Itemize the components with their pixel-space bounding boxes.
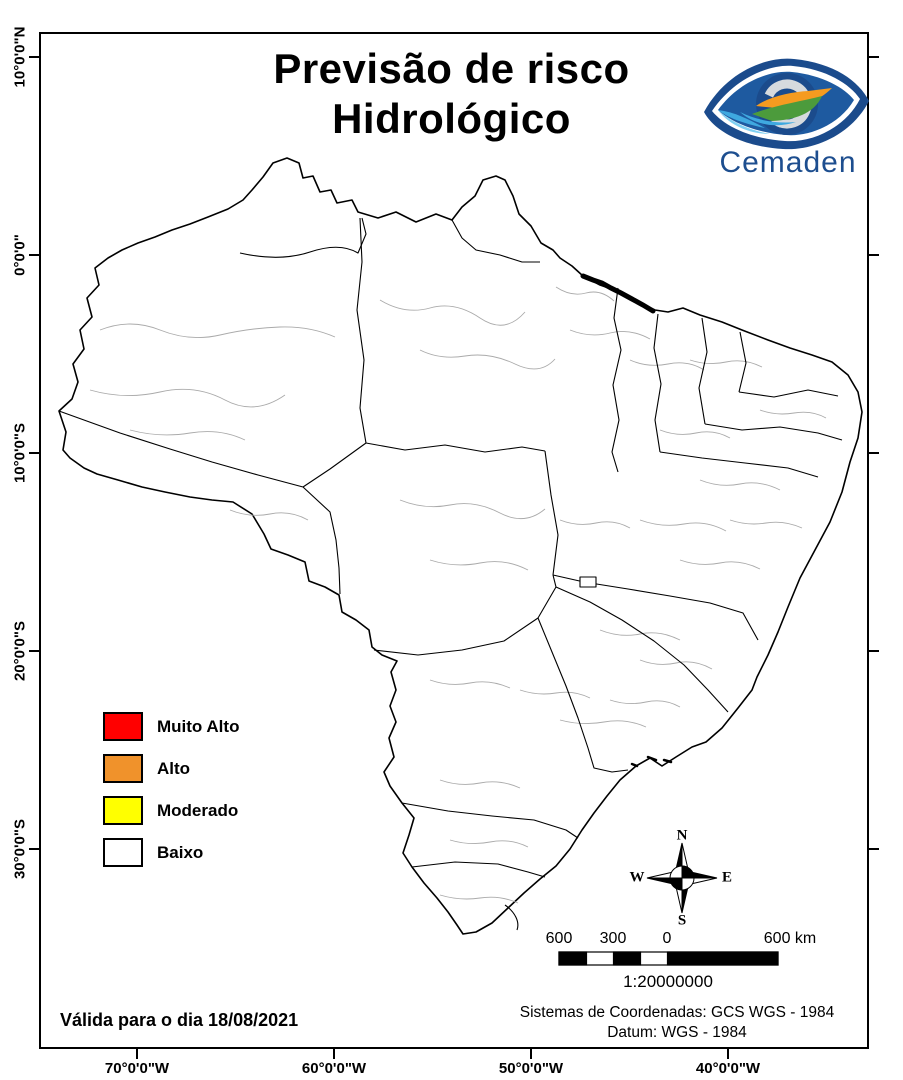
compass-s: S — [677, 912, 687, 929]
map-title-line2: Hidrológico — [332, 95, 571, 142]
lat-tick — [29, 452, 39, 454]
lon-label-70w: 70°0'0"W — [104, 1060, 170, 1077]
lat-tick — [869, 650, 879, 652]
lat-tick — [29, 56, 39, 58]
cemaden-logo-wordmark: Cemaden — [719, 146, 857, 179]
scale-label-0: 0 — [662, 930, 672, 947]
lat-tick — [29, 650, 39, 652]
lat-tick — [869, 848, 879, 850]
lon-label-40w: 40°0'0"W — [695, 1060, 761, 1077]
legend-item-moderado: Moderado — [103, 796, 238, 825]
scale-label-600-km: 600 km — [763, 930, 817, 947]
lon-label-60w: 60°0'0"W — [301, 1060, 367, 1077]
lon-tick — [530, 1049, 532, 1059]
lon-tick — [727, 1049, 729, 1059]
lat-label-20s: 20°0'0"S — [11, 620, 29, 682]
legend-swatch-moderado — [103, 796, 143, 825]
legend-label: Moderado — [157, 800, 239, 820]
legend-item-baixo: Baixo — [103, 838, 203, 867]
crs-info: Sistemas de Coordenadas: GCS WGS - 1984 … — [467, 1003, 887, 1043]
compass-n: N — [676, 827, 688, 844]
lat-tick — [869, 452, 879, 454]
map-title: Previsão de risco Hidrológico — [0, 44, 903, 144]
lon-label-50w: 50°0'0"W — [498, 1060, 564, 1077]
lat-label-0: 0°0'0" — [11, 234, 29, 276]
legend-swatch-baixo — [103, 838, 143, 867]
lat-tick — [29, 254, 39, 256]
legend-item-muito-alto: Muito Alto — [103, 712, 239, 741]
crs-line1: Sistemas de Coordenadas: GCS WGS - 1984 — [519, 1004, 835, 1021]
legend-swatch-muito-alto — [103, 712, 143, 741]
map-frame — [39, 32, 869, 1049]
crs-line2: Datum: WGS - 1984 — [607, 1024, 747, 1041]
lon-tick — [136, 1049, 138, 1059]
scale-label-300: 300 — [599, 930, 627, 947]
lat-label-10n: 10°0'0"N — [11, 26, 29, 88]
lat-tick — [869, 56, 879, 58]
compass-e: E — [721, 869, 733, 886]
lat-label-10s: 10°0'0"S — [11, 422, 29, 484]
legend-swatch-alto — [103, 754, 143, 783]
map-title-line1: Previsão de risco — [273, 45, 630, 92]
legend-label: Baixo — [157, 842, 204, 862]
lon-tick — [333, 1049, 335, 1059]
scale-ratio: 1:20000000 — [623, 972, 713, 991]
lat-label-30s: 30°0'0"S — [11, 818, 29, 880]
lat-tick — [29, 848, 39, 850]
legend-label: Alto — [157, 758, 191, 778]
legend-label: Muito Alto — [157, 716, 240, 736]
legend-item-alto: Alto — [103, 754, 190, 783]
validity-date: Válida para o dia 18/08/2021 — [60, 1010, 299, 1030]
scale-label-600-left: 600 — [545, 930, 573, 947]
lat-tick — [869, 254, 879, 256]
compass-w: W — [629, 869, 645, 886]
